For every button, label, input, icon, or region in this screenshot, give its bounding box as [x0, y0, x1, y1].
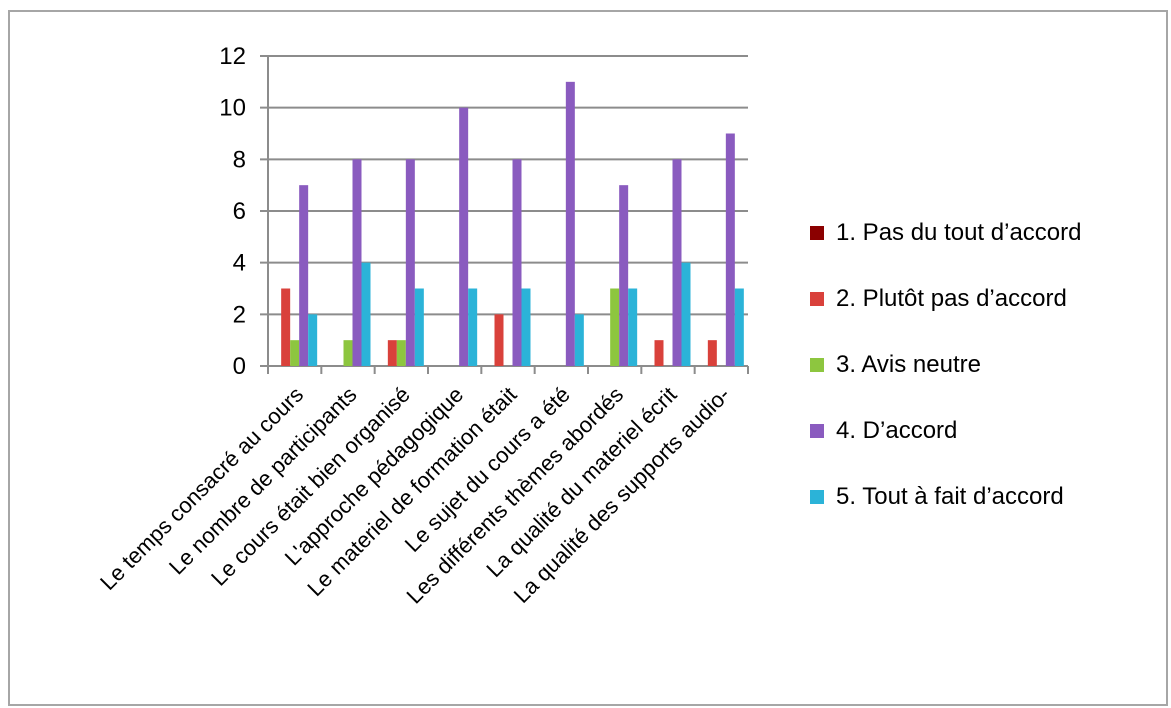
bar	[565, 81, 575, 366]
bar	[387, 340, 397, 366]
legend-label: 3. Avis neutre	[836, 351, 981, 378]
bar	[414, 288, 424, 366]
legend-swatch	[810, 358, 824, 372]
bar	[290, 340, 300, 366]
bar	[308, 314, 318, 366]
bar	[512, 159, 522, 366]
bar	[521, 288, 531, 366]
bar	[468, 288, 478, 366]
y-tick-label: 8	[233, 146, 246, 173]
bar	[628, 288, 638, 366]
bar	[619, 185, 629, 366]
legend-label: 2. Plutôt pas d’accord	[836, 285, 1067, 312]
bar	[672, 159, 682, 366]
bar	[352, 159, 362, 366]
legend-swatch	[810, 490, 824, 504]
chart-frame	[8, 10, 1168, 706]
bar	[725, 133, 735, 366]
bar	[610, 288, 620, 366]
bar	[654, 340, 664, 366]
legend-swatch	[810, 424, 824, 438]
bar	[494, 314, 504, 366]
y-tick-label: 4	[233, 250, 246, 277]
bar	[361, 262, 371, 366]
legend-label: 1. Pas du tout d’accord	[836, 219, 1081, 246]
bar	[707, 340, 717, 366]
legend-label: 4. D’accord	[836, 417, 957, 444]
bars	[281, 81, 744, 367]
legend-swatch	[810, 226, 824, 240]
bar	[281, 288, 291, 366]
x-category-label: Le temps consacré au cours	[95, 382, 308, 595]
x-category-label: Le cours était bien organisé	[206, 382, 415, 591]
bar	[681, 262, 691, 366]
y-tick-label: 6	[233, 198, 246, 225]
legend: 1. Pas du tout d’accord 2. Plutôt pas d’a…	[810, 219, 1081, 510]
gridlines	[260, 55, 748, 367]
bar	[574, 314, 584, 366]
bar	[459, 107, 469, 367]
y-axis: 0 2 4 6 8 10 12	[219, 43, 269, 380]
bar	[343, 340, 353, 366]
y-tick-label: 10	[219, 95, 246, 122]
bar	[734, 288, 744, 366]
y-tick-label: 0	[233, 353, 246, 380]
bar	[405, 159, 415, 366]
legend-label: 5. Tout à fait d’accord	[836, 483, 1064, 510]
legend-swatch	[810, 292, 824, 306]
bar	[299, 185, 309, 366]
y-tick-label: 12	[219, 43, 246, 70]
y-tick-label: 2	[233, 301, 246, 328]
bar	[396, 340, 406, 366]
